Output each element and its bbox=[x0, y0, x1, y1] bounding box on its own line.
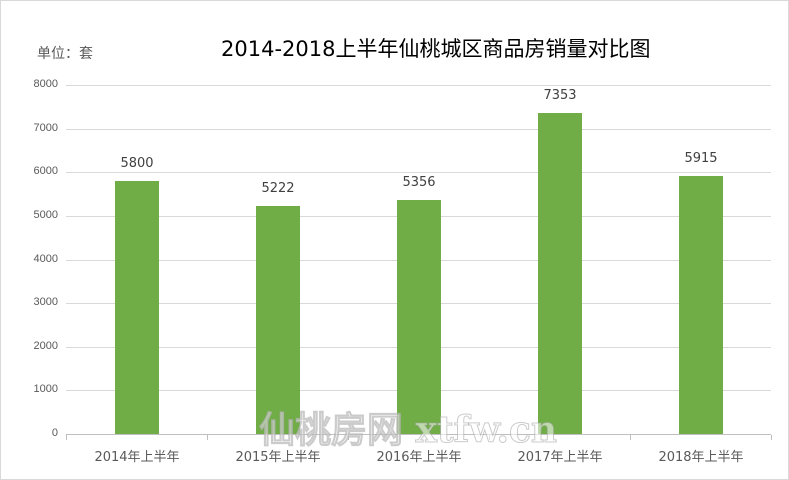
x-category-label: 2016年上半年 bbox=[376, 450, 462, 465]
x-tick-mark bbox=[630, 435, 631, 440]
y-tick-label: 5000 bbox=[33, 209, 58, 221]
x-tick-mark bbox=[348, 435, 349, 440]
bar bbox=[397, 200, 441, 434]
gridline bbox=[66, 85, 771, 86]
gridline bbox=[66, 129, 771, 130]
x-category-label: 2018年上半年 bbox=[658, 450, 744, 465]
y-tick-label: 8000 bbox=[33, 78, 58, 90]
watermark: 仙桃房网 xtfw.cn bbox=[258, 409, 558, 452]
bar bbox=[538, 113, 582, 434]
bar bbox=[115, 181, 159, 434]
x-category-label: 2014年上半年 bbox=[94, 450, 180, 465]
data-label: 7353 bbox=[543, 88, 577, 103]
y-tick-label: 1000 bbox=[33, 383, 58, 395]
x-category-label: 2017年上半年 bbox=[517, 450, 603, 465]
x-tick-mark bbox=[489, 435, 490, 440]
x-category-label: 2015年上半年 bbox=[235, 450, 321, 465]
bar bbox=[679, 176, 723, 434]
y-tick-label: 6000 bbox=[33, 165, 58, 177]
x-tick-mark bbox=[771, 435, 772, 440]
data-label: 5800 bbox=[120, 156, 154, 171]
data-label: 5915 bbox=[684, 151, 718, 166]
y-tick-label: 2000 bbox=[33, 340, 58, 352]
y-tick-label: 7000 bbox=[33, 122, 58, 134]
gridline bbox=[66, 172, 771, 173]
bar bbox=[256, 206, 300, 434]
data-label: 5222 bbox=[261, 181, 295, 196]
y-tick-label: 4000 bbox=[33, 253, 58, 265]
x-tick-mark bbox=[66, 435, 67, 440]
x-axis-line bbox=[66, 434, 771, 435]
unit-label: 单位：套 bbox=[37, 46, 93, 62]
chart-title: 2014-2018上半年仙桃城区商品房销量对比图 bbox=[221, 37, 651, 61]
data-label: 5356 bbox=[402, 175, 436, 190]
y-tick-label: 0 bbox=[51, 427, 58, 439]
y-tick-label: 3000 bbox=[33, 296, 58, 308]
x-tick-mark bbox=[207, 435, 208, 440]
